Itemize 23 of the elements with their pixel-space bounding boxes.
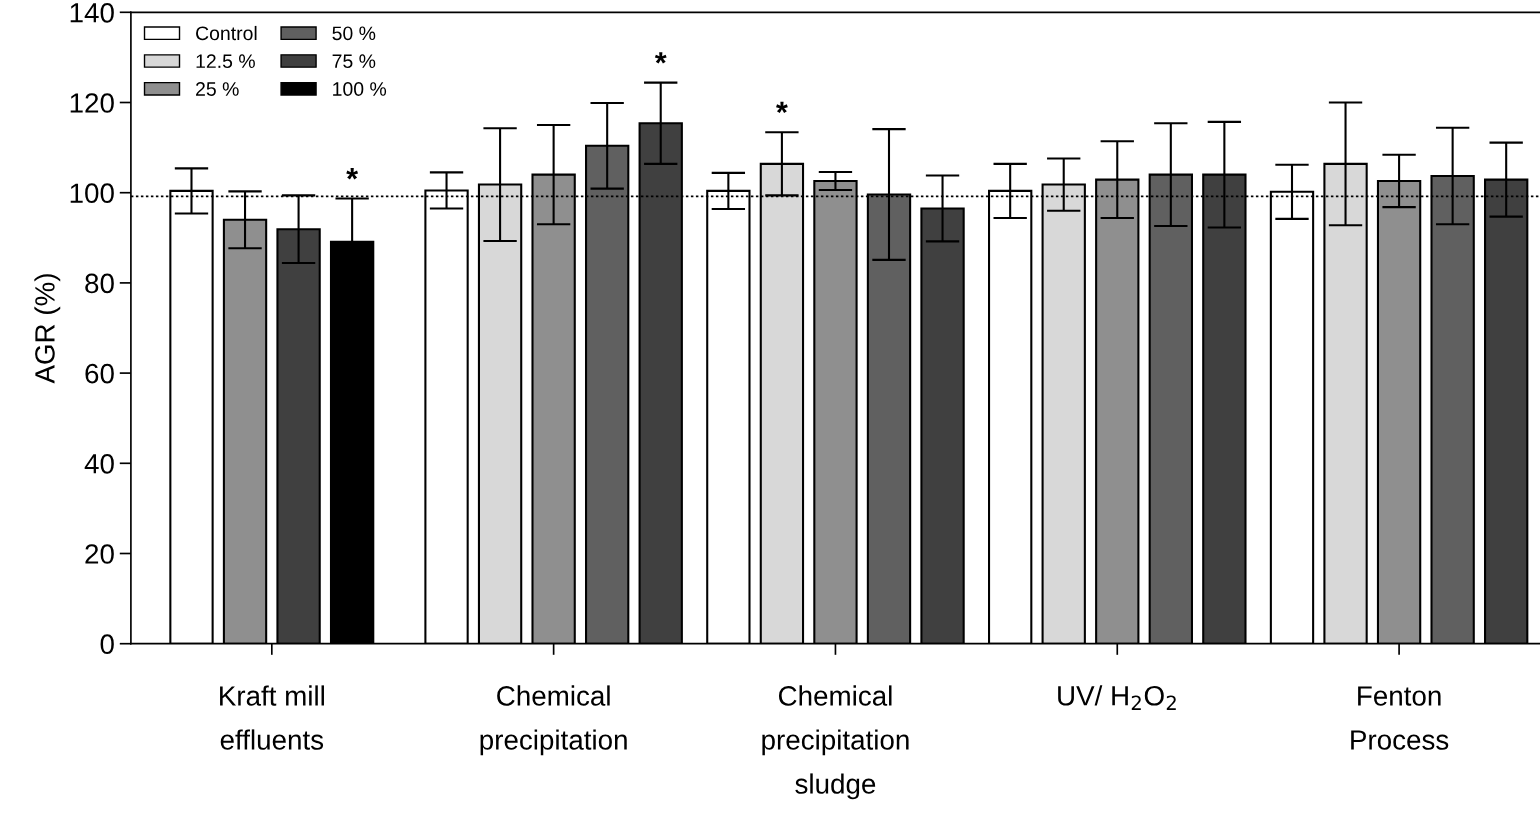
legend-label: Control: [196, 25, 257, 41]
x-tick-label: Chemical precipitation sludge: [762, 685, 909, 800]
y-tick-label: 20: [85, 544, 114, 564]
y-tick-label: 60: [85, 363, 114, 384]
y-tick-label: 80: [85, 273, 114, 294]
y-tick-label: 120: [70, 93, 114, 113]
data-label: *: [346, 168, 359, 180]
x-tick-label: Kraft mill effluents: [220, 685, 324, 750]
y-axis-title: AGR (%): [34, 274, 61, 384]
y-tick-label: 100: [70, 183, 114, 204]
legend-label: 100 %: [333, 82, 387, 96]
data-label: *: [776, 101, 788, 114]
y-tick-label: 0: [100, 634, 114, 655]
y-tick-label: 40: [84, 453, 114, 474]
legend-label: 75 %: [332, 54, 376, 69]
data-label: *: [654, 52, 667, 64]
legend-label: 12.5 %: [196, 54, 255, 69]
legend-label: 50 %: [332, 26, 376, 41]
x-tick-label: UV/ H$_{2}$O$_{2}$: [1058, 685, 1176, 710]
y-tick-label: 140: [70, 2, 114, 23]
legend-label: 25 %: [196, 82, 239, 96]
x-tick-label: Chemical precipitation: [480, 685, 627, 756]
x-tick-label: Fenton Process: [1351, 686, 1449, 750]
